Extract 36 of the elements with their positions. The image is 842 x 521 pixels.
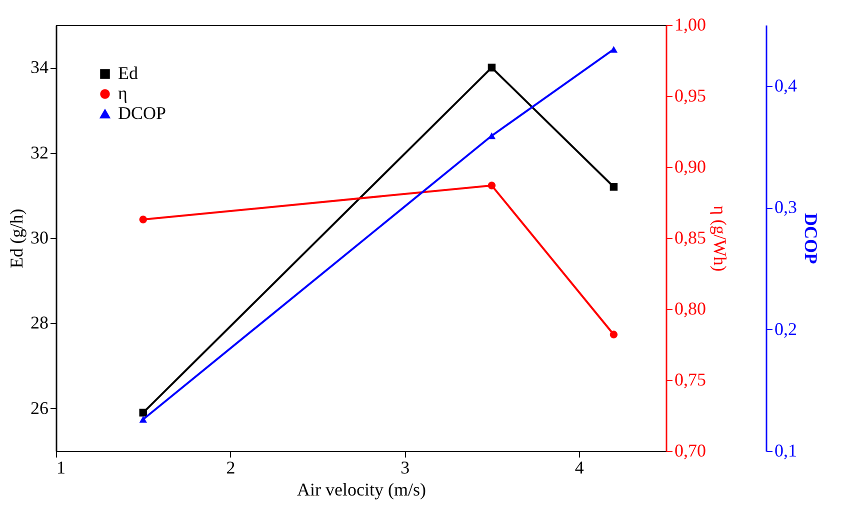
y3-axis-title: DCOP: [801, 213, 821, 264]
point: [488, 132, 496, 140]
y-axis-title: Ed (g/h): [6, 208, 26, 268]
y2-tick-label: 0,90: [674, 156, 706, 176]
y2-axis-title: η (g/Wh): [710, 206, 730, 272]
point: [139, 408, 148, 417]
y2-tick-label: 0,70: [674, 440, 706, 460]
y3-tick-label: 0,1: [774, 440, 797, 460]
point: [610, 330, 618, 338]
y-tick-label: 32: [30, 142, 48, 162]
x-axis-title: Air velocity (m/s): [297, 480, 426, 500]
y2-tick-label: 0,85: [674, 228, 706, 248]
y2-tick-label: 0,95: [674, 86, 706, 106]
point: [139, 416, 148, 423]
legend-label: η: [118, 83, 128, 103]
y3-tick-label: 0,4: [774, 75, 797, 96]
y-tick-label: 26: [30, 398, 48, 418]
y-tick-label: 30: [30, 228, 48, 248]
point: [488, 64, 496, 72]
y3-tick-label: 0,3: [774, 197, 797, 218]
y-tick-label: 34: [30, 57, 48, 78]
x-tick-label: 1: [56, 458, 66, 478]
y-tick-label: 28: [30, 312, 48, 333]
legend-label: DCOP: [118, 103, 166, 123]
point: [139, 216, 148, 224]
y2-tick-label: 1,00: [674, 14, 706, 34]
legend-label: Ed: [118, 63, 138, 83]
point: [610, 46, 618, 53]
x-tick-label: 3: [400, 458, 410, 478]
x-tick-label: 2: [226, 458, 236, 478]
y3-tick-label: 0,2: [774, 318, 797, 339]
y2-tick-label: 0,80: [674, 298, 706, 318]
point: [610, 183, 618, 191]
point: [488, 182, 496, 190]
x-tick-label: 4: [574, 458, 584, 478]
y2-tick-label: 0,75: [674, 370, 706, 390]
